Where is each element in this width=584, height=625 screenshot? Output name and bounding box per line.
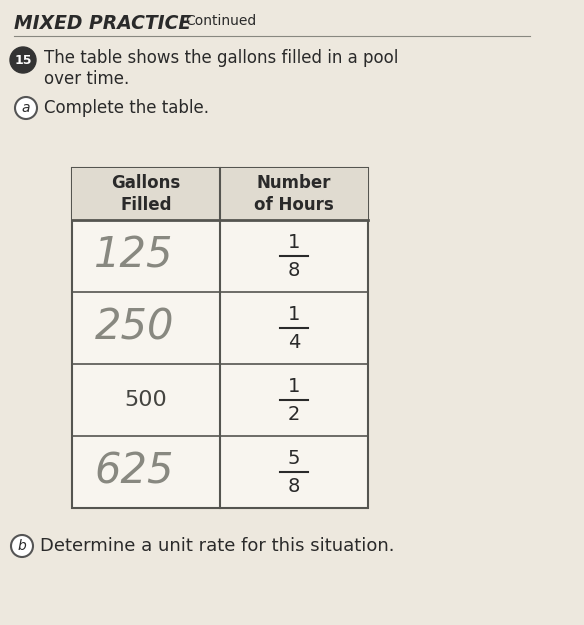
Text: b: b [18, 539, 26, 553]
Text: 500: 500 [124, 390, 168, 410]
Text: 8: 8 [288, 478, 300, 496]
Text: Continued: Continued [185, 14, 256, 28]
Text: 625: 625 [95, 451, 174, 493]
Circle shape [15, 97, 37, 119]
Text: 250: 250 [95, 307, 174, 349]
Text: 1: 1 [288, 378, 300, 396]
Text: 125: 125 [95, 235, 174, 277]
Text: a: a [22, 101, 30, 115]
Text: The table shows the gallons filled in a pool: The table shows the gallons filled in a … [44, 49, 398, 67]
Text: Number
of Hours: Number of Hours [254, 174, 334, 214]
Text: 8: 8 [288, 261, 300, 281]
Text: 5: 5 [288, 449, 300, 469]
Text: 15: 15 [14, 54, 32, 66]
Text: Complete the table.: Complete the table. [44, 99, 209, 117]
Text: Determine a unit rate for this situation.: Determine a unit rate for this situation… [40, 537, 395, 555]
Circle shape [11, 535, 33, 557]
Text: 2: 2 [288, 406, 300, 424]
Text: over time.: over time. [44, 70, 129, 88]
Circle shape [10, 47, 36, 73]
Bar [72, 168, 368, 220]
Text: MIXED PRACTICE: MIXED PRACTICE [14, 14, 191, 33]
Text: 1: 1 [288, 234, 300, 253]
Text: 4: 4 [288, 334, 300, 352]
Text: 1: 1 [288, 306, 300, 324]
Bar [72, 168, 368, 508]
Text: Gallons
Filled: Gallons Filled [112, 174, 180, 214]
